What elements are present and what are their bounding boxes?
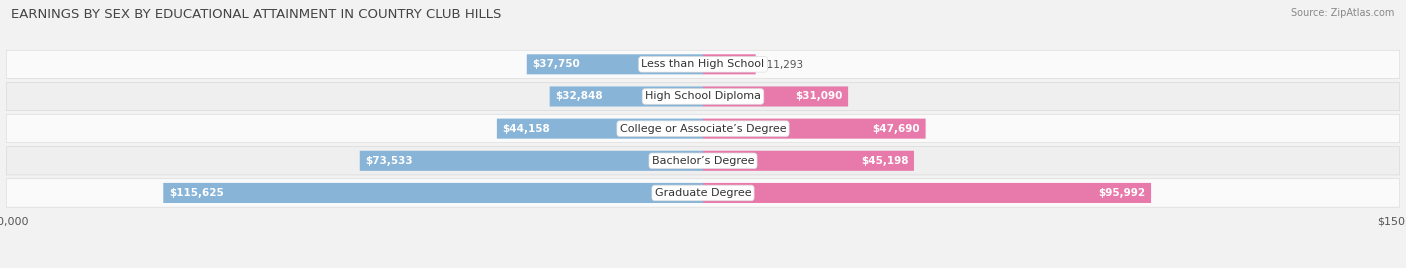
- FancyBboxPatch shape: [703, 54, 755, 74]
- Text: Bachelor’s Degree: Bachelor’s Degree: [652, 156, 754, 166]
- FancyBboxPatch shape: [6, 147, 1400, 175]
- FancyBboxPatch shape: [163, 183, 703, 203]
- Text: $45,198: $45,198: [860, 156, 908, 166]
- Text: $73,533: $73,533: [366, 156, 413, 166]
- Text: $47,690: $47,690: [872, 124, 920, 134]
- Text: $11,293: $11,293: [759, 59, 803, 69]
- Text: Graduate Degree: Graduate Degree: [655, 188, 751, 198]
- FancyBboxPatch shape: [496, 119, 703, 139]
- Text: High School Diploma: High School Diploma: [645, 91, 761, 102]
- FancyBboxPatch shape: [550, 87, 703, 106]
- Text: Less than High School: Less than High School: [641, 59, 765, 69]
- FancyBboxPatch shape: [703, 119, 925, 139]
- FancyBboxPatch shape: [6, 114, 1400, 143]
- Text: College or Associate’s Degree: College or Associate’s Degree: [620, 124, 786, 134]
- Text: EARNINGS BY SEX BY EDUCATIONAL ATTAINMENT IN COUNTRY CLUB HILLS: EARNINGS BY SEX BY EDUCATIONAL ATTAINMEN…: [11, 8, 502, 21]
- Text: $31,090: $31,090: [796, 91, 842, 102]
- FancyBboxPatch shape: [6, 179, 1400, 207]
- Text: $44,158: $44,158: [502, 124, 550, 134]
- Text: $115,625: $115,625: [169, 188, 224, 198]
- Text: $32,848: $32,848: [555, 91, 603, 102]
- FancyBboxPatch shape: [703, 151, 914, 171]
- FancyBboxPatch shape: [703, 183, 1152, 203]
- FancyBboxPatch shape: [6, 82, 1400, 111]
- FancyBboxPatch shape: [360, 151, 703, 171]
- Text: Source: ZipAtlas.com: Source: ZipAtlas.com: [1291, 8, 1395, 18]
- FancyBboxPatch shape: [6, 50, 1400, 79]
- FancyBboxPatch shape: [527, 54, 703, 74]
- FancyBboxPatch shape: [703, 87, 848, 106]
- Text: $95,992: $95,992: [1098, 188, 1146, 198]
- Text: $37,750: $37,750: [533, 59, 581, 69]
